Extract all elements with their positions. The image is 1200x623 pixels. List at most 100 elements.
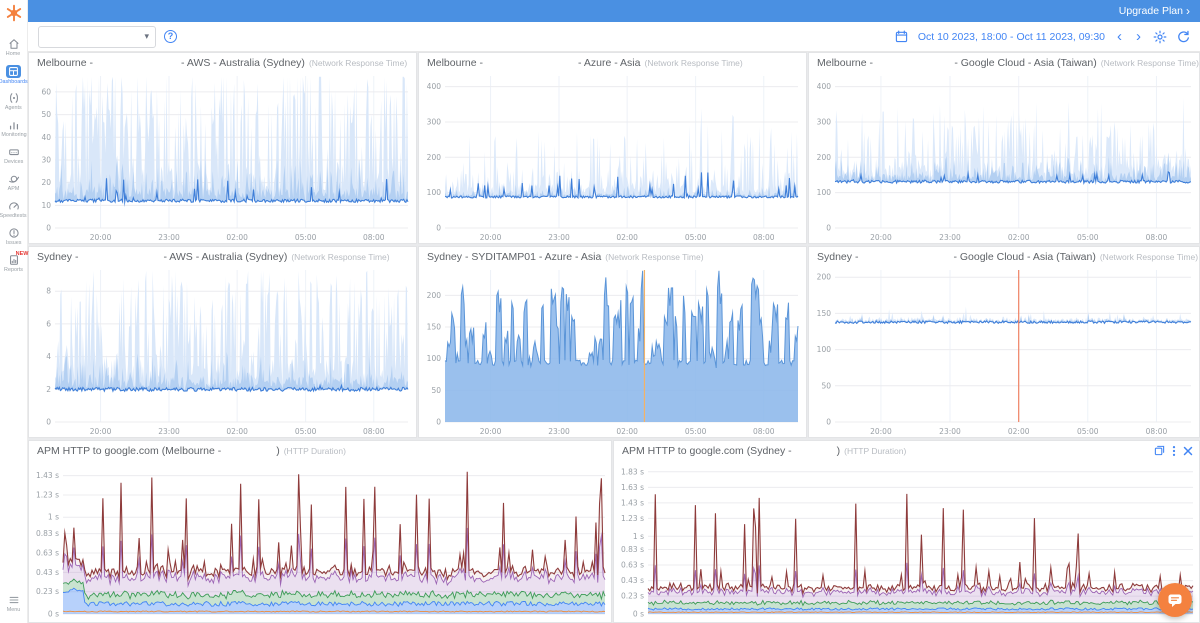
chart-card-melbourne-azure: Melbourne - - Azure - Asia (Network Respo… <box>418 52 807 244</box>
upgrade-plan-button[interactable]: Upgrade Plan › <box>1119 4 1190 18</box>
sidebar-label: Devices <box>3 159 24 165</box>
chart-subtitle: (Network Response Time) <box>308 57 408 68</box>
sidebar-item-monitoring[interactable]: Monitoring <box>0 115 28 142</box>
chart-title: Melbourne - <box>817 56 874 69</box>
prev-period-button[interactable]: ‹ <box>1117 27 1122 45</box>
chart-canvas-sydney-gcp[interactable] <box>809 264 1199 437</box>
menu-icon <box>8 594 20 606</box>
chart-canvas-melbourne-azure[interactable] <box>419 70 806 243</box>
speedtests-icon <box>8 200 20 212</box>
info-icon[interactable]: ? <box>164 30 177 43</box>
chart-header: Melbourne - - Google Cloud - Asia (Taiwan… <box>809 53 1199 69</box>
chart-title: Sydney - <box>817 250 859 263</box>
chart-header: APM HTTP to google.com (Melbourne -) (HT… <box>29 441 611 457</box>
chart-title: - Azure - Asia <box>578 56 641 69</box>
sidebar-item-issues[interactable]: Issues <box>0 223 28 250</box>
chart-header: Melbourne - - Azure - Asia (Network Respo… <box>419 53 806 69</box>
monitoring-icon <box>8 119 20 131</box>
sidebar-label: Home <box>6 51 21 57</box>
chart-title: Sydney - <box>37 250 79 263</box>
sidebar-label: Dashboards <box>0 78 29 85</box>
app-logo-icon[interactable] <box>5 4 23 22</box>
dashboard-select[interactable]: ▾ <box>38 25 156 48</box>
chart-title: Melbourne - <box>427 56 484 69</box>
sidebar-item-dashboards[interactable]: Dashboards <box>0 61 28 88</box>
chart-title: - Google Cloud - Asia (Taiwan) <box>954 56 1097 69</box>
chart-header: Sydney - SYDITAMP01 - Azure - Asia (Netw… <box>419 247 806 263</box>
next-period-button[interactable]: › <box>1136 27 1141 45</box>
new-badge: NEW <box>15 251 29 257</box>
chart-canvas-apm-melbourne[interactable] <box>29 458 611 622</box>
chat-launcher-button[interactable] <box>1158 583 1192 617</box>
chart-header: APM HTTP to google.com (Sydney -) (HTTP … <box>614 441 1199 457</box>
chart-subtitle: (HTTP Duration) <box>283 445 346 456</box>
sidebar-label: Speedtests <box>0 213 28 219</box>
reports-icon <box>8 254 20 266</box>
sidebar-label: Reports <box>4 267 23 273</box>
sidebar-label: Issues <box>5 240 22 246</box>
refresh-icon[interactable] <box>1177 30 1190 43</box>
chart-canvas-melbourne-aws[interactable] <box>29 70 416 243</box>
chart-card-apm-melbourne: APM HTTP to google.com (Melbourne -) (HT… <box>28 440 612 623</box>
chart-subtitle: (Network Response Time) <box>1100 57 1199 68</box>
chat-icon <box>1168 594 1182 607</box>
sidebar-item-menu[interactable]: Menu <box>0 590 28 617</box>
chart-card-apm-sydney: APM HTTP to google.com (Sydney -) (HTTP … <box>613 440 1200 623</box>
date-range-picker[interactable]: Oct 10 2023, 18:00 - Oct 11 2023, 09:30 <box>917 30 1105 43</box>
chart-title: ) <box>276 444 280 457</box>
upgrade-plan-label: Upgrade Plan <box>1118 5 1183 17</box>
sidebar-label: Monitoring <box>0 132 27 138</box>
sidebar-label: Menu <box>6 607 21 613</box>
sidebar-label: APM <box>7 186 20 192</box>
sidebar-item-speedtests[interactable]: Speedtests <box>0 196 28 223</box>
chart-canvas-sydney-aws[interactable] <box>29 264 416 437</box>
chart-card-sydney-aws: Sydney - - AWS - Australia (Sydney) (Netw… <box>28 246 417 438</box>
chart-canvas-sydney-azure[interactable] <box>419 264 806 437</box>
dashboards-icon <box>6 64 21 78</box>
settings-gear-icon[interactable] <box>1153 30 1167 44</box>
calendar-icon[interactable] <box>895 30 908 43</box>
home-icon <box>8 38 20 50</box>
dashboard-toolbar: ▾ ? Oct 10 2023, 18:00 - Oct 11 2023, 09… <box>28 22 1200 52</box>
chart-subtitle: (Network Response Time) <box>605 251 704 262</box>
chart-title: Sydney - SYDITAMP01 - Azure - Asia <box>427 250 602 263</box>
chart-card-melbourne-gcp: Melbourne - - Google Cloud - Asia (Taiwan… <box>808 52 1200 244</box>
agents-icon <box>8 92 20 104</box>
sidebar: Home Dashboards Agents Monitoring Device… <box>0 0 29 623</box>
chart-title: APM HTTP to google.com (Melbourne - <box>37 444 222 457</box>
chart-subtitle: (Network Response Time) <box>644 57 743 68</box>
chart-header: Sydney - - AWS - Australia (Sydney) (Netw… <box>29 247 416 263</box>
chart-subtitle: (HTTP Duration) <box>844 445 907 456</box>
chart-header: Melbourne - - AWS - Australia (Sydney) (N… <box>29 53 416 69</box>
chart-canvas-melbourne-gcp[interactable] <box>809 70 1199 243</box>
chart-header: Sydney - - Google Cloud - Asia (Taiwan) (… <box>809 247 1199 263</box>
expand-icon[interactable] <box>1154 445 1165 456</box>
devices-icon <box>8 146 20 158</box>
chart-title: - AWS - Australia (Sydney) <box>163 250 288 263</box>
top-bar: Upgrade Plan › <box>28 0 1200 22</box>
chart-subtitle: (Network Response Time) <box>1099 251 1199 262</box>
chart-title: - Google Cloud - Asia (Taiwan) <box>953 250 1096 263</box>
chart-card-melbourne-aws: Melbourne - - AWS - Australia (Sydney) (N… <box>28 52 417 244</box>
close-icon[interactable] <box>1183 446 1193 456</box>
chart-title: - AWS - Australia (Sydney) <box>181 56 305 69</box>
apm-icon <box>8 173 20 185</box>
sidebar-item-home[interactable]: Home <box>0 34 28 61</box>
issues-icon <box>8 227 20 239</box>
chart-card-sydney-azure: Sydney - SYDITAMP01 - Azure - Asia (Netw… <box>418 246 807 438</box>
chart-title: ) <box>836 444 841 457</box>
sidebar-item-agents[interactable]: Agents <box>0 88 28 115</box>
sidebar-item-reports[interactable]: NEW Reports <box>0 250 28 277</box>
chart-title: APM HTTP to google.com (Sydney - <box>622 444 792 457</box>
chart-canvas-apm-sydney[interactable] <box>614 458 1199 622</box>
chevron-down-icon: ▾ <box>144 31 149 41</box>
dashboard-grid: Melbourne - - AWS - Australia (Sydney) (N… <box>28 52 1200 623</box>
kebab-menu-icon[interactable] <box>1172 445 1176 457</box>
sidebar-item-devices[interactable]: Devices <box>0 142 28 169</box>
chart-subtitle: (Network Response Time) <box>291 251 390 262</box>
sidebar-label: Agents <box>5 105 22 111</box>
sidebar-item-apm[interactable]: APM <box>0 169 28 196</box>
chart-title: Melbourne - <box>37 56 94 69</box>
chart-card-sydney-gcp: Sydney - - Google Cloud - Asia (Taiwan) (… <box>808 246 1200 438</box>
